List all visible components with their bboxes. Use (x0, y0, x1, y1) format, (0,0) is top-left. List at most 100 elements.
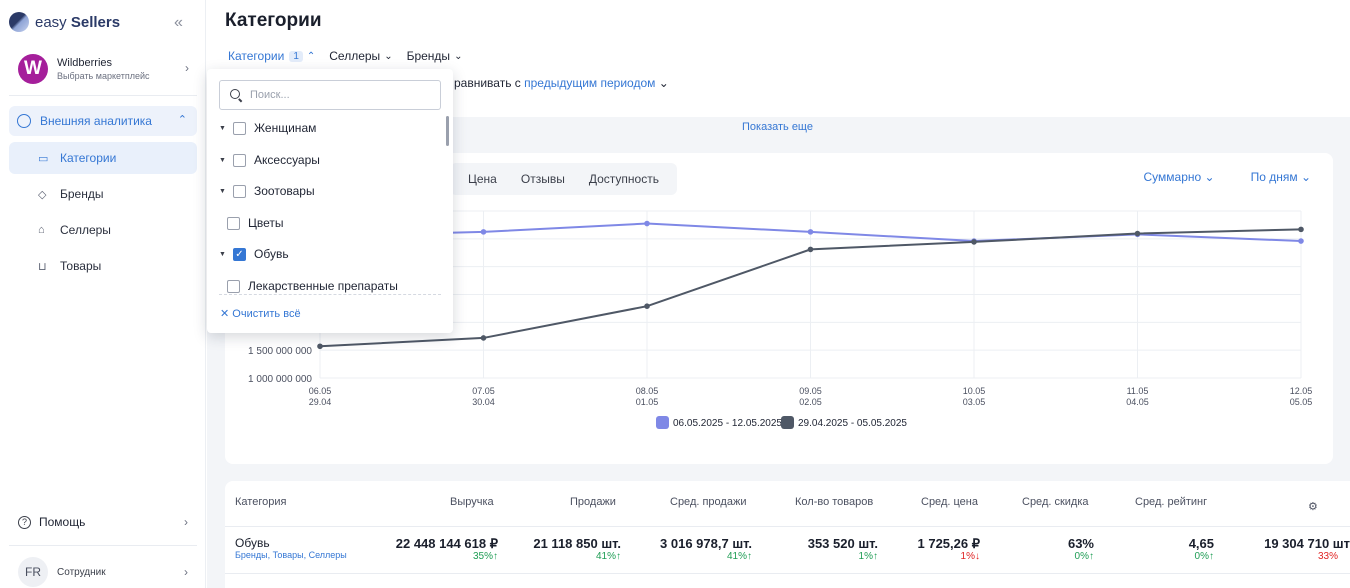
filter-bar: Категории 1 ⌃ Селлеры ⌄ Бренды ⌄ (228, 49, 476, 63)
clear-all-button[interactable]: ✕ Очистить всё (220, 308, 301, 320)
checkbox-checked[interactable]: ✓ (233, 247, 246, 261)
list-item[interactable]: ▼ Женщинам (207, 118, 443, 138)
x-tick-label-secondary: 02.05 (799, 397, 822, 407)
search-icon (230, 89, 242, 101)
column-header-sales[interactable]: Продажи (570, 496, 616, 508)
expand-caret-icon[interactable]: ▼ (219, 250, 226, 258)
compare-period-link[interactable]: предыдущим периодом (524, 76, 656, 90)
sidebar-item-categories[interactable]: ▭ Категории (9, 142, 197, 174)
show-more-link[interactable]: Показать еще (742, 121, 813, 133)
sidebar-item-brands[interactable]: ◇ Бренды (9, 178, 197, 210)
logo[interactable]: easy Sellers (9, 12, 120, 32)
sidebar-item-label: Товары (60, 259, 102, 273)
column-header-avg-sales[interactable]: Сред. продажи (670, 496, 747, 508)
chevron-right-icon: › (184, 565, 188, 579)
expand-caret-icon[interactable]: ▼ (219, 156, 226, 164)
checkbox[interactable] (227, 216, 240, 230)
period-select[interactable]: По дням ⌄ (1250, 170, 1311, 184)
aggregation-select[interactable]: Суммарно ⌄ (1143, 170, 1215, 184)
compare-label: равнивать с (454, 76, 525, 90)
revenue-delta: 35%↑ (472, 551, 498, 562)
nav-group-external-analytics[interactable]: Внешняя аналитика ⌃ (9, 106, 197, 136)
filter-sellers[interactable]: Селлеры ⌄ (329, 49, 392, 63)
legend-label: 29.04.2025 - 05.05.2025 (798, 418, 907, 429)
list-item-label: Аксессуары (254, 153, 320, 167)
x-tick-label: 12.05 (1290, 386, 1313, 396)
data-point (1298, 226, 1304, 233)
globe-icon (17, 114, 31, 128)
column-header-avg-rating[interactable]: Сред. рейтинг (1135, 496, 1208, 508)
page-title: Категории (225, 10, 322, 31)
x-tick-label-secondary: 30.04 (472, 397, 495, 407)
checkbox[interactable] (227, 279, 240, 293)
marketplace-sub: Выбрать маркетплейс (57, 71, 150, 81)
help-label: Помощь (39, 515, 86, 529)
checkbox[interactable] (233, 184, 246, 198)
avg-price-delta: 1%↓ (960, 551, 980, 562)
x-tick-label-secondary: 03.05 (963, 397, 986, 407)
legend-swatch (781, 416, 794, 429)
marketplace-selector[interactable]: W Wildberries Выбрать маркетплейс › (18, 54, 193, 84)
data-point (971, 239, 977, 245)
search-field[interactable] (219, 80, 441, 110)
filter-categories[interactable]: Категории 1 ⌃ (228, 49, 315, 63)
list-item[interactable]: ▼ Зоотовары (207, 181, 443, 201)
tab-availability[interactable]: Доступность (588, 172, 659, 186)
sidebar-item-goods[interactable]: ⊔ Товары (9, 250, 197, 282)
list-item-label: Цветы (248, 216, 284, 230)
help-link[interactable]: ? Помощь › (18, 512, 188, 532)
user-menu[interactable]: FR Сотрудник › (18, 557, 188, 587)
chart-options: Суммарно ⌄ По дням ⌄ (1108, 170, 1311, 184)
search-input[interactable] (250, 89, 420, 101)
filter-label: Бренды (406, 49, 451, 63)
x-tick-label: 11.05 (1127, 386, 1149, 396)
checkbox[interactable] (233, 153, 246, 167)
column-header-revenue[interactable]: Выручка (450, 496, 494, 508)
compare-selector[interactable]: равнивать с предыдущим периодом ⌄ (454, 76, 669, 90)
tab-price[interactable]: Цена (468, 172, 497, 186)
goods-count-value: 353 520 шт. (807, 536, 878, 551)
checkbox[interactable] (233, 121, 246, 135)
question-icon: ? (18, 515, 31, 529)
filter-label: Селлеры (329, 49, 381, 63)
category-name[interactable]: Обувь (235, 536, 270, 550)
collapse-sidebar-icon[interactable]: « (174, 14, 183, 31)
category-dropdown: ▼ Женщинам ▼ Аксессуары ▼ Зоотовары Цвет… (207, 69, 453, 333)
cart-icon: ⊔ (38, 260, 47, 273)
chevron-down-icon: ⌄ (384, 50, 393, 62)
settings-gear-icon[interactable]: ⚙ (1308, 501, 1318, 513)
column-header-category[interactable]: Категория (235, 496, 287, 508)
tab-reviews[interactable]: Отзывы (520, 172, 565, 186)
filter-count-badge: 1 (289, 50, 303, 62)
chevron-down-icon: ⌄ (454, 50, 463, 62)
column-header-avg-price[interactable]: Сред. цена (921, 496, 978, 508)
expand-caret-icon[interactable]: ▼ (219, 187, 226, 195)
data-point (807, 246, 814, 253)
avg-discount-value: 63% (1067, 536, 1094, 551)
list-item-label: Зоотовары (254, 184, 315, 198)
data-point (644, 303, 650, 309)
category-links[interactable]: Бренды, Товары, Селлеры (235, 550, 347, 560)
tag-icon: ◇ (38, 188, 47, 201)
x-tick-label-secondary: 05.05 (1290, 397, 1313, 407)
list-item[interactable]: ▼ ✓ Обувь (207, 244, 443, 264)
filter-brands[interactable]: Бренды ⌄ (407, 49, 463, 63)
goods-count-delta: 1%↑ (858, 551, 878, 562)
sidebar-item-sellers[interactable]: ⌂ Селлеры (9, 214, 197, 246)
expand-caret-icon[interactable]: ▼ (219, 124, 226, 132)
list-item[interactable]: ▼ Аксессуары (207, 150, 443, 170)
marketplace-avatar: W (18, 54, 48, 84)
data-point (317, 343, 323, 350)
legend-swatch (656, 416, 669, 429)
list-item-label: Женщинам (254, 121, 317, 135)
sales-delta: 41%↑ (595, 551, 621, 562)
column-header-goods-count[interactable]: Кол-во товаров (795, 496, 874, 508)
sidebar-item-label: Бренды (60, 187, 104, 201)
list-item[interactable]: Цветы (207, 213, 443, 233)
column-header-avg-discount[interactable]: Сред. скидка (1022, 496, 1089, 508)
list-item[interactable]: Лекарственные препараты (207, 276, 443, 296)
avatar: FR (18, 557, 48, 587)
x-tick-label-secondary: 01.05 (636, 397, 659, 407)
extra-delta: 33% (1317, 551, 1338, 562)
scrollbar[interactable] (446, 116, 449, 146)
